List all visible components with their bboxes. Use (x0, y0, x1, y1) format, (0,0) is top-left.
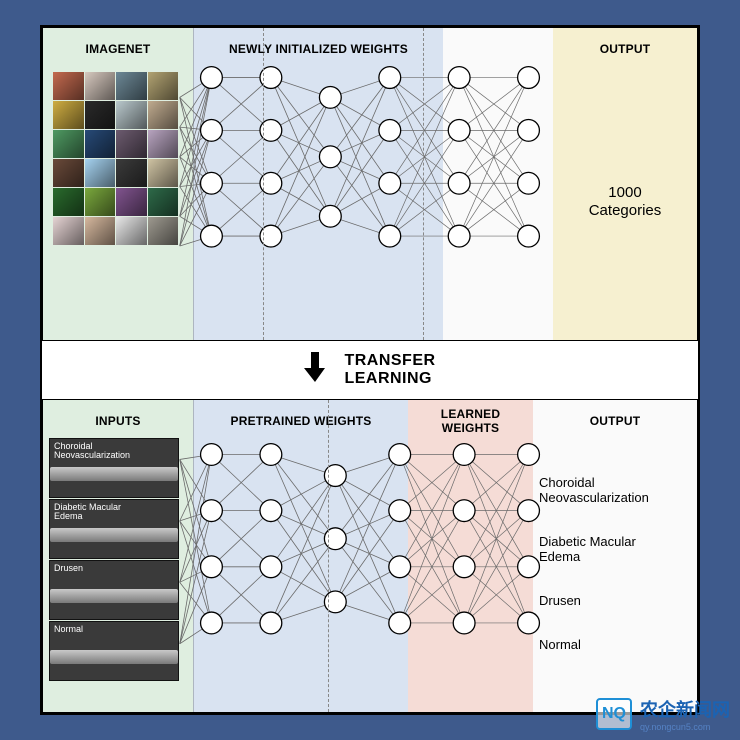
transfer-learning-bar: TRANSFER LEARNING (42, 341, 698, 399)
down-arrow-icon (304, 350, 326, 391)
network-bottom (43, 400, 697, 697)
watermark-logo-icon: NQ (596, 698, 632, 730)
diagram-frame: IMAGENET NEWLY INITIALIZED WEIGHTS OUTPU… (40, 25, 700, 715)
watermark: NQ 农企新闻网 qy.nongcun5.com (596, 696, 730, 732)
panel-top: IMAGENET NEWLY INITIALIZED WEIGHTS OUTPU… (42, 27, 698, 341)
watermark-text: 农企新闻网 (640, 700, 730, 720)
dashed-divider (423, 28, 424, 340)
dashed-divider (328, 400, 329, 712)
transfer-learning-label: TRANSFER LEARNING (344, 352, 435, 389)
panel-bottom: INPUTS ChoroidalNeovascularizationDiabet… (42, 399, 698, 713)
dashed-divider (263, 28, 264, 340)
network-top (43, 28, 697, 296)
watermark-sub: qy.nongcun5.com (640, 722, 730, 732)
